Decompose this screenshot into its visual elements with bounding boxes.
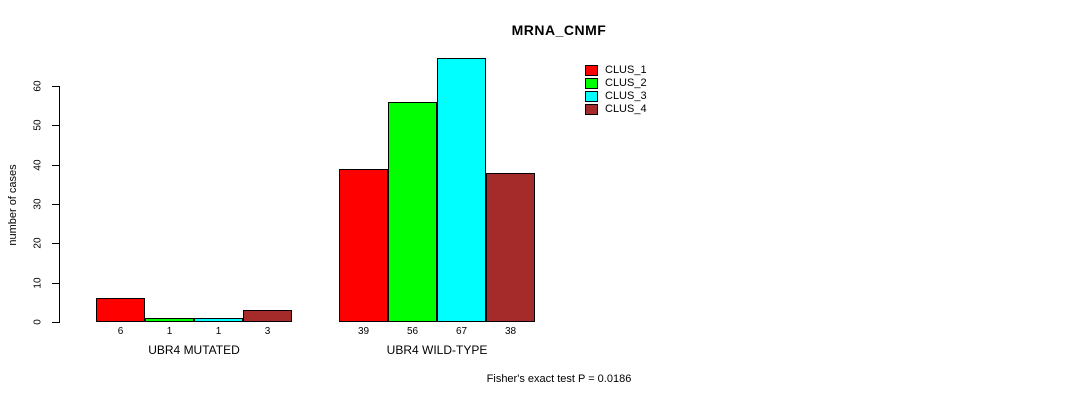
y-tick [52, 125, 59, 126]
bar-value-label: 39 [357, 326, 370, 337]
legend-swatch [585, 91, 598, 102]
legend-label: CLUS_3 [605, 90, 647, 102]
y-tick [52, 322, 59, 323]
y-tick-label: 50 [32, 119, 44, 131]
bar-clus_2-mutated [145, 318, 194, 322]
bar-clus_1-wild-type [339, 169, 388, 322]
bar-clus_1-mutated [96, 298, 145, 322]
bar-clus_2-wild-type [388, 102, 437, 322]
group-label-wild-type: UBR4 WILD-TYPE [386, 343, 488, 357]
bar-clus_3-wild-type [437, 58, 486, 322]
legend-label: CLUS_1 [605, 64, 647, 76]
y-tick [52, 204, 59, 205]
bar-clus_4-mutated [243, 310, 292, 322]
y-tick [52, 86, 59, 87]
legend-label: CLUS_4 [605, 103, 647, 115]
y-tick [52, 243, 59, 244]
group-label-mutated: UBR4 MUTATED [148, 343, 240, 357]
y-tick-label: 40 [32, 159, 44, 171]
bar-value-label: 56 [406, 326, 419, 337]
y-tick-label: 20 [32, 237, 44, 249]
y-tick [52, 283, 59, 284]
bar-value-label: 67 [455, 326, 468, 337]
bar-value-label: 38 [504, 326, 517, 337]
legend-item-clus_2: CLUS_2 [585, 78, 647, 89]
chart-title: MRNA_CNMF [511, 22, 607, 38]
bar-value-label: 6 [117, 326, 124, 337]
bar-clus_3-mutated [194, 318, 243, 322]
legend: CLUS_1 CLUS_2 CLUS_3 CLUS_4 [585, 65, 647, 117]
y-tick-label: 10 [32, 277, 44, 289]
y-tick-label: 30 [32, 198, 44, 210]
y-axis-line [59, 86, 60, 323]
legend-item-clus_3: CLUS_3 [585, 91, 647, 102]
y-tick-label: 60 [32, 80, 44, 92]
legend-swatch [585, 104, 598, 115]
bar-value-label: 1 [166, 326, 173, 337]
legend-item-clus_1: CLUS_1 [585, 65, 647, 76]
y-tick [52, 165, 59, 166]
legend-swatch [585, 65, 598, 76]
bar-value-label: 3 [264, 326, 271, 337]
legend-label: CLUS_2 [605, 77, 647, 89]
pvalue-annotation: Fisher's exact test P = 0.0186 [486, 373, 632, 385]
y-axis-title: number of cases [7, 164, 19, 246]
bar-value-label: 1 [215, 326, 222, 337]
y-tick-label: 0 [32, 319, 44, 325]
bar-clus_4-wild-type [486, 173, 535, 322]
legend-item-clus_4: CLUS_4 [585, 104, 647, 115]
legend-swatch [585, 78, 598, 89]
